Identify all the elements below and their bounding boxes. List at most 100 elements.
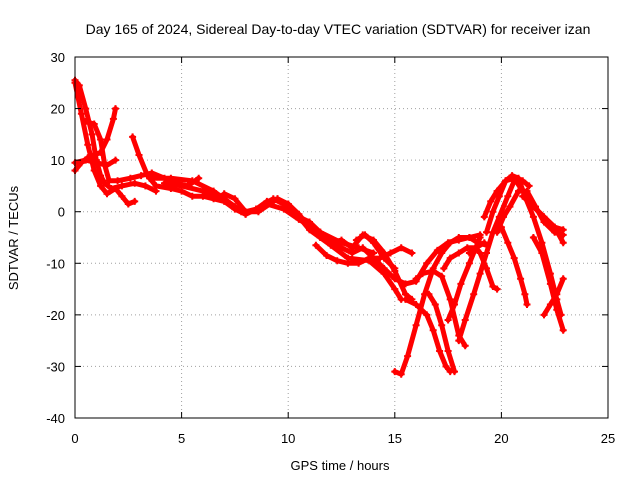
data-point xyxy=(461,316,469,324)
y-tick-label: 30 xyxy=(51,50,65,65)
data-point xyxy=(327,239,335,247)
data-point xyxy=(109,115,117,123)
data-point xyxy=(105,177,113,185)
data-point xyxy=(523,187,531,195)
x-axis-label: GPS time / hours xyxy=(291,458,390,473)
data-point xyxy=(423,311,431,319)
x-tick-label: 0 xyxy=(71,431,78,446)
data-point xyxy=(344,259,352,267)
data-point xyxy=(269,195,277,203)
data-point xyxy=(352,236,360,244)
data-point xyxy=(436,347,444,355)
data-point xyxy=(88,130,96,138)
y-tick-label: 20 xyxy=(51,102,65,117)
data-point xyxy=(92,159,100,167)
data-point xyxy=(517,275,525,283)
data-point xyxy=(489,283,497,290)
data-point xyxy=(129,133,137,141)
data-point xyxy=(502,177,510,185)
data-point xyxy=(82,156,90,164)
data-point xyxy=(412,301,420,308)
data-point xyxy=(463,244,471,252)
data-point xyxy=(487,197,495,205)
data-point xyxy=(408,249,416,257)
data-point xyxy=(316,228,324,236)
data-point xyxy=(370,239,377,247)
data-point xyxy=(444,347,452,355)
series-trail xyxy=(72,80,138,207)
data-point xyxy=(538,239,546,247)
x-axis-ticks: 0 5 10 15 20 25 xyxy=(71,57,615,446)
data-point xyxy=(551,223,559,231)
data-point xyxy=(404,352,412,360)
data-point xyxy=(103,136,111,143)
data-point xyxy=(161,179,168,187)
data-point xyxy=(97,136,105,143)
data-point xyxy=(446,295,454,303)
data-point xyxy=(425,290,433,298)
data-point xyxy=(472,244,480,252)
data-point xyxy=(220,190,228,198)
data-point xyxy=(483,228,490,236)
series-arc24 xyxy=(497,223,531,308)
data-point xyxy=(333,257,341,265)
data-point xyxy=(525,182,533,190)
data-point xyxy=(483,249,490,257)
data-point xyxy=(365,254,373,262)
data-point xyxy=(348,244,356,252)
data-point xyxy=(476,234,484,241)
plot-frame xyxy=(74,56,609,419)
data-point xyxy=(380,270,388,278)
data-point xyxy=(538,249,546,257)
data-point xyxy=(438,321,446,329)
data-point xyxy=(131,197,139,205)
data-point xyxy=(476,270,484,278)
data-point xyxy=(521,290,529,298)
data-point xyxy=(510,254,518,262)
series-arc12 xyxy=(352,231,399,272)
data-point xyxy=(465,249,473,257)
data-point xyxy=(465,234,473,241)
data-point xyxy=(480,239,488,247)
data-point xyxy=(446,239,454,247)
data-point xyxy=(431,301,439,308)
series-arc27 xyxy=(529,234,567,334)
data-point xyxy=(523,301,531,308)
data-point xyxy=(391,368,399,376)
data-point xyxy=(97,182,105,190)
data-point xyxy=(295,213,303,221)
data-point xyxy=(429,267,437,275)
data-point xyxy=(90,151,98,159)
data-point xyxy=(118,192,126,200)
data-point xyxy=(306,221,313,229)
data-point xyxy=(90,167,98,174)
data-point xyxy=(397,370,405,378)
data-point xyxy=(457,280,465,288)
series-trail xyxy=(313,242,415,266)
series-arc16 xyxy=(425,290,458,376)
series-trail xyxy=(130,134,483,287)
data-point xyxy=(355,244,363,252)
data-point xyxy=(546,280,554,288)
data-point xyxy=(148,169,156,177)
data-point xyxy=(455,249,463,257)
data-point xyxy=(444,316,452,324)
data-point xyxy=(559,326,567,334)
data-point xyxy=(455,234,463,241)
series-trail xyxy=(162,180,404,302)
data-point xyxy=(312,241,320,249)
data-point xyxy=(455,337,463,345)
data-point xyxy=(242,208,250,216)
data-point xyxy=(504,192,512,200)
data-point xyxy=(493,187,501,195)
data-point xyxy=(465,259,473,267)
data-point xyxy=(540,213,548,221)
data-point xyxy=(476,249,484,257)
data-point xyxy=(553,306,561,314)
series-trail xyxy=(498,224,530,307)
data-point xyxy=(461,342,469,350)
y-tick-label: -40 xyxy=(46,411,65,426)
data-point xyxy=(397,244,405,252)
y-tick-label: -30 xyxy=(46,359,65,374)
